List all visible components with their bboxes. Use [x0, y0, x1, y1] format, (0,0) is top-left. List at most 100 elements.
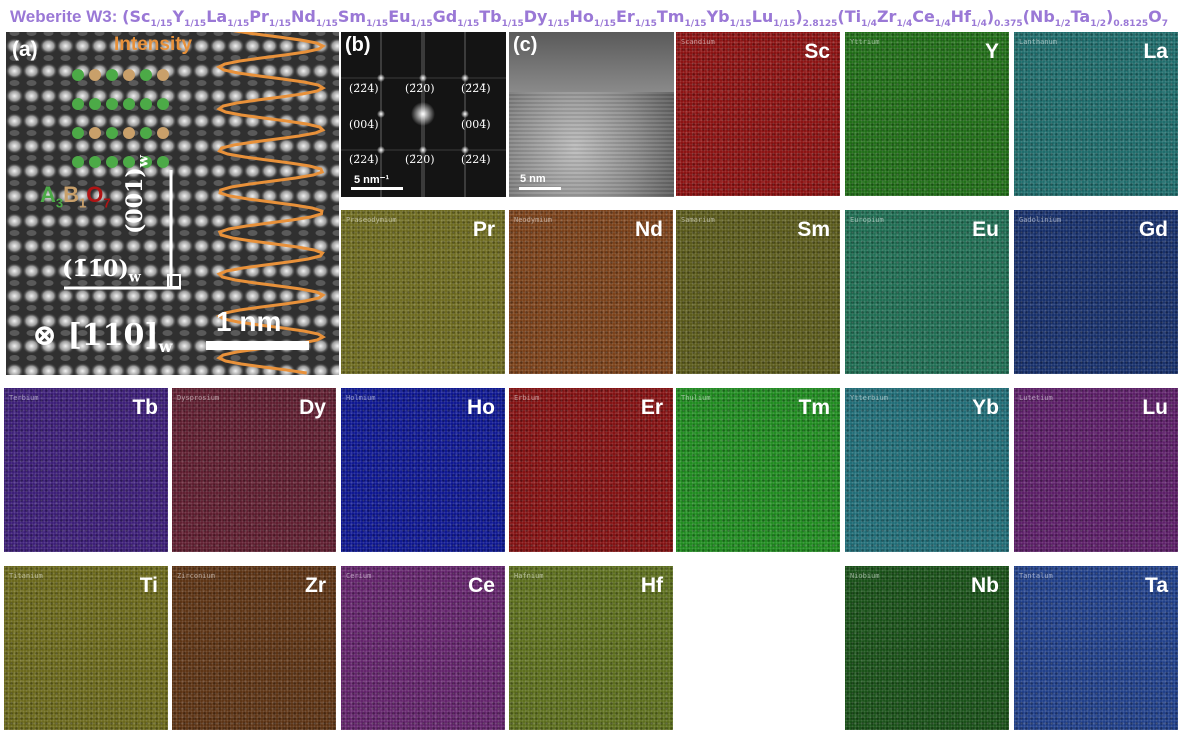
map-element-name: Terbium — [9, 394, 39, 402]
formula-part: 1/15 — [684, 19, 707, 30]
map-element-name: Praseodymium — [346, 216, 397, 224]
map-element-name: Lutetium — [1019, 394, 1053, 402]
atom-a-site — [89, 98, 101, 110]
formula-part: 1/2 — [1054, 19, 1071, 30]
direction-vertical: (001)w — [122, 155, 152, 234]
formula-part: La — [206, 7, 228, 26]
map-element-symbol: Lu — [1142, 396, 1168, 419]
panel-b-diffraction: (b) (2̄2̄4) (2̄2̄0) (2̄2̄4̄) (004) (004̄… — [341, 32, 506, 197]
formula-part: 0.8125 — [1113, 19, 1149, 30]
spot-label-tl: (2̄2̄4) — [349, 82, 379, 95]
formula-part: 1/15 — [366, 19, 389, 30]
map-element-name: Zirconium — [177, 572, 215, 580]
atom-b-site — [89, 69, 101, 81]
atom-b-site — [157, 69, 169, 81]
eds-map-pr: Praseodymium Pr — [341, 210, 505, 374]
eds-map-ce: Cerium Ce — [341, 566, 505, 730]
panel-a-graphics — [6, 32, 339, 375]
formula-part: Ce — [912, 7, 935, 26]
formula-part: 1/2 — [1090, 19, 1107, 30]
map-element-symbol: Dy — [299, 396, 326, 419]
formula-part: Zr — [876, 7, 897, 26]
map-element-symbol: Ho — [467, 396, 495, 419]
direction-horizontal: (1̄1̄0)w — [62, 256, 141, 286]
map-element-symbol: Ce — [468, 574, 495, 597]
formula-part: Nd — [290, 7, 316, 26]
map-element-symbol: Eu — [972, 218, 999, 241]
eds-map-gd: Gadolinium Gd — [1014, 210, 1178, 374]
eds-map-er: Erbium Er — [509, 388, 673, 552]
eds-map-eu: Europium Eu — [845, 210, 1009, 374]
spot-label-br: (2̄24) — [461, 153, 491, 166]
formula-part: 1/4 — [971, 19, 987, 30]
map-element-name: Gadolinium — [1019, 216, 1062, 224]
panel-c-tem-image: (c) 5 nm — [509, 32, 674, 197]
atom-b-site — [123, 69, 135, 81]
panel-a-label: (a) — [12, 38, 38, 61]
formula-part: (Ti — [837, 7, 862, 26]
formula-part: 0.375 — [994, 19, 1023, 30]
atom-a-site — [72, 98, 84, 110]
map-element-symbol: Ti — [139, 574, 158, 597]
formula-part: Yb — [706, 7, 730, 26]
title-prefix: Weberite W3: — [10, 7, 118, 26]
map-element-symbol: Zr — [305, 574, 326, 597]
intensity-profile-line — [215, 32, 327, 375]
formula-part: 1/15 — [150, 19, 173, 30]
map-element-name: Europium — [850, 216, 884, 224]
spot-label-bc: (2̄20) — [405, 153, 435, 166]
atom-a-site — [157, 98, 169, 110]
formula-part: 1/15 — [547, 19, 570, 30]
eds-map-sm: Samarium Sm — [676, 210, 840, 374]
eds-map-y: Yttrium Y — [845, 32, 1009, 196]
eds-map-dy: Dysprosium Dy — [172, 388, 336, 552]
map-element-name: Samarium — [681, 216, 715, 224]
formula-part: 1/15 — [315, 19, 338, 30]
atom-a-site — [123, 98, 135, 110]
panel-a-scale-label: 1 nm — [216, 306, 282, 337]
map-element-name: Holmium — [346, 394, 376, 402]
formula-part: Gd — [432, 7, 458, 26]
eds-map-ho: Holmium Ho — [341, 388, 505, 552]
title-formula: (Sc1/15Y1/15La1/15Pr1/15Nd1/15Sm1/15Eu1/… — [122, 7, 1168, 30]
panel-b-scale-bar — [351, 187, 403, 190]
zone-axis-label: ⊗ [110]w — [32, 318, 173, 356]
formula-part: Lu — [751, 7, 774, 26]
map-element-name: Dysprosium — [177, 394, 220, 402]
formula-part: Hf — [950, 7, 972, 26]
formula-part: ) — [795, 7, 803, 26]
formula-part: (Sc — [122, 7, 151, 26]
formula-part: ) — [986, 7, 995, 26]
atom-a-site — [123, 156, 135, 168]
formula-part: Sm — [337, 7, 367, 26]
eds-map-tb: Terbium Tb — [4, 388, 168, 552]
formula-part: Er — [615, 7, 635, 26]
spot-label-mr: (004̄) — [461, 118, 491, 131]
formula-part: Eu — [388, 7, 411, 26]
panel-a-stem-image: (a) Intensity A3B1O7 (001)w (1̄1̄0)w ⊗ [… — [6, 32, 339, 375]
map-element-symbol: Gd — [1138, 218, 1168, 241]
map-element-symbol: Nd — [635, 218, 663, 241]
formula-part: 2.8125 — [802, 19, 838, 30]
eds-map-ti: Titanium Ti — [4, 566, 168, 730]
map-element-symbol: Pr — [472, 218, 495, 241]
spot-label-tr: (2̄2̄4̄) — [461, 82, 491, 95]
atom-a-site — [72, 156, 84, 168]
formula-part: 1/4 — [861, 19, 877, 30]
map-element-symbol: Y — [984, 40, 999, 63]
map-element-symbol: Er — [640, 396, 663, 419]
formula-part: Y — [172, 7, 185, 26]
map-element-symbol: Tm — [798, 396, 831, 419]
map-element-symbol: Ta — [1145, 574, 1168, 597]
map-element-symbol: Yb — [972, 396, 999, 419]
formula-part: 7 — [1161, 19, 1168, 30]
atom-b-site — [157, 127, 169, 139]
eds-map-nd: Neodymium Nd — [509, 210, 673, 374]
map-element-symbol: Hf — [640, 574, 663, 597]
map-element-name: Ytterbium — [850, 394, 888, 402]
spot-label-bl: (2̄24) — [349, 153, 379, 166]
atom-a-site — [106, 69, 118, 81]
formula-part: 1/4 — [896, 19, 913, 30]
atom-a-site — [140, 98, 152, 110]
map-element-name: Scandium — [681, 38, 715, 46]
